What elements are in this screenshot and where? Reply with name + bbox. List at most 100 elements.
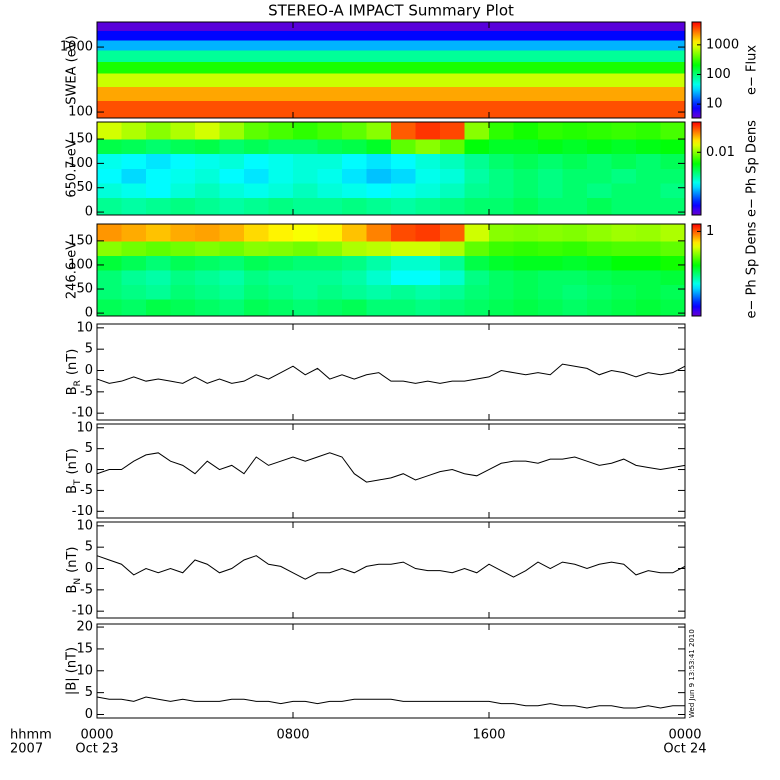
y-tick-label: 50 [76,282,93,297]
y-tick-label: 100 [68,105,93,120]
heatmap-cell [170,168,196,184]
heatmap-cell [489,255,515,271]
heatmap-cell [538,269,564,285]
y-tick-label: 5 [85,342,93,357]
heatmap-cell [440,168,466,184]
heatmap-cell [97,122,123,140]
heatmap-cell [538,122,564,140]
heatmap-cell [219,153,245,169]
heatmap-cell [219,240,245,256]
heatmap-cell [587,284,613,300]
colorbar [691,121,702,216]
y-axis-label: BR (nT) [65,349,83,396]
y-axis-label: BT (nT) [65,448,83,494]
heatmap-cell [170,240,196,256]
heatmap-cell [219,182,245,199]
heatmap-cell [268,255,294,271]
y-tick-label: 50 [76,180,93,195]
y-tick-label: -10 [72,504,93,519]
heatmap-cell [513,298,539,317]
heatmap-cell [97,86,686,102]
heatmap-cell [562,197,588,216]
heatmap-cell [293,139,319,155]
heatmap-cell [391,153,417,169]
heatmap-cell [415,122,441,140]
heatmap-cell [513,197,539,216]
heatmap-cell [464,139,490,155]
heatmap-cell [660,139,686,155]
heatmap-cell [342,197,368,216]
heatmap-cell [464,122,490,140]
y-axis-label: |B| (nT) [65,647,80,695]
colorbar-label: e− Ph Sp Dens [745,221,760,318]
heatmap-cell [195,284,221,300]
y-axis-label: SWEA (eV) [65,35,80,104]
heatmap-cell [293,182,319,199]
heatmap-cell [513,122,539,140]
heatmap-cell [440,224,466,242]
heatmap-cell [513,182,539,199]
heatmap-cell [366,153,392,169]
heatmap-cell [489,240,515,256]
heatmap-cell [244,269,270,285]
heatmap-cell [366,269,392,285]
heatmap-cell [660,197,686,216]
y-label-unit: (nT) [65,448,80,474]
heatmap-cell [244,224,270,242]
heatmap-cell [342,298,368,317]
heatmap-cell [121,240,147,256]
heatmap-cell [538,168,564,184]
heatmap-cell [391,269,417,285]
heatmap-cell [317,168,343,184]
heatmap-cell [146,139,172,155]
heatmap-cell [195,240,221,256]
heatmap-cell [415,269,441,285]
heatmap-cell [317,139,343,155]
heatmap-cell [587,182,613,199]
heatmap-cell [195,168,221,184]
panel-frame [96,521,686,619]
heatmap-cell [464,224,490,242]
heatmap-cell [219,168,245,184]
colorbar-tick-label: 100 [706,67,731,82]
heatmap-cell [611,284,637,300]
heatmap-cell [366,298,392,317]
heatmap-cell [660,298,686,317]
heatmap-cell [121,298,147,317]
heatmap-cell [636,122,662,140]
heatmap-cell [317,153,343,169]
heatmap-cell [342,153,368,169]
heatmap-cell [660,269,686,285]
heatmap-cell [268,284,294,300]
panel-frame [96,223,686,317]
heatmap-cell [415,153,441,169]
heatmap-cell [562,224,588,242]
heatmap-cell [97,269,123,285]
heatmap-cell [587,224,613,242]
heatmap-cell [611,122,637,140]
heatmap-cell [268,298,294,317]
heatmap-cell [440,153,466,169]
heatmap-cell [489,269,515,285]
heatmap-cell [513,224,539,242]
heatmap-cell [317,224,343,242]
year-label: 2007 [10,742,43,757]
heatmap-cell [146,153,172,169]
y-label-symbol: B [65,585,80,594]
y-label-subscript: T [73,479,83,486]
panel-frame [96,121,686,216]
heatmap-cell [611,139,637,155]
heatmap-cell [415,284,441,300]
y-tick-label: 0 [85,306,93,321]
heatmap-cell [489,298,515,317]
y-tick-label: 5 [85,441,93,456]
heatmap-cell [562,168,588,184]
heatmap-cell [611,224,637,242]
heatmap-cell [195,197,221,216]
heatmap-cell [415,197,441,216]
y-tick-label: 10 [76,420,93,435]
heatmap-cell [366,168,392,184]
y-tick-label: -10 [72,406,93,421]
heatmap-cell [611,168,637,184]
heatmap-cell [268,269,294,285]
